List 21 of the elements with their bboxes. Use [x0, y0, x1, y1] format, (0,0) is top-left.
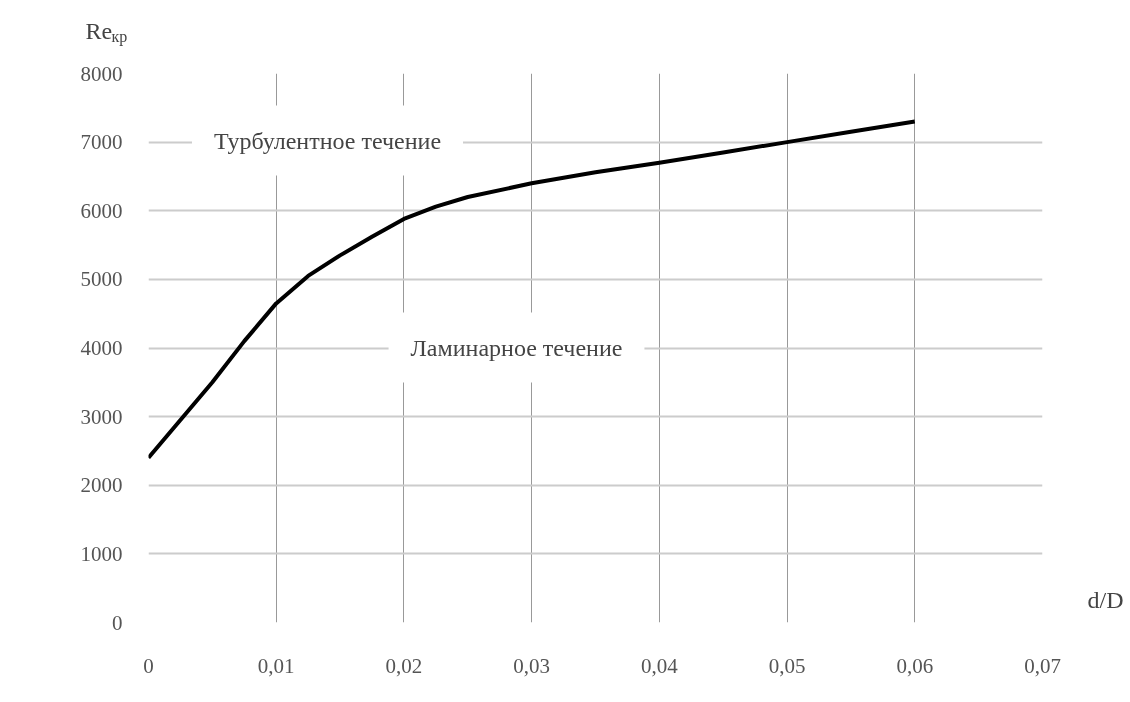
y-tick-label: 6000	[80, 198, 123, 223]
y-tick-label: 4000	[80, 336, 123, 360]
y-tick-label: 2000	[80, 473, 123, 498]
x-tick-label: 0,01	[257, 653, 295, 678]
y-tick-label: 1000	[80, 541, 123, 566]
x-tick-label: 0,05	[768, 653, 806, 678]
annotation: Ламинарное течение	[410, 334, 623, 361]
x-tick-label: 0,07	[1024, 653, 1061, 678]
x-axis-title: d/D	[1087, 587, 1124, 614]
y-tick-label: 3000	[80, 404, 123, 429]
x-tick-label: 0	[143, 653, 154, 678]
y-tick-label: 7000	[80, 130, 123, 155]
x-tick-label: 0,02	[385, 653, 423, 678]
x-tick-label: 0,06	[896, 653, 934, 678]
x-tick-label: 0,04	[640, 653, 679, 678]
annotation: Турбулентное течение	[213, 127, 442, 154]
y-tick-label: 5000	[80, 267, 123, 292]
x-tick-label: 0,03	[513, 653, 551, 678]
y-tick-label: 8000	[80, 61, 123, 86]
y-tick-label: 0	[112, 610, 123, 635]
line-series	[148, 119, 917, 460]
